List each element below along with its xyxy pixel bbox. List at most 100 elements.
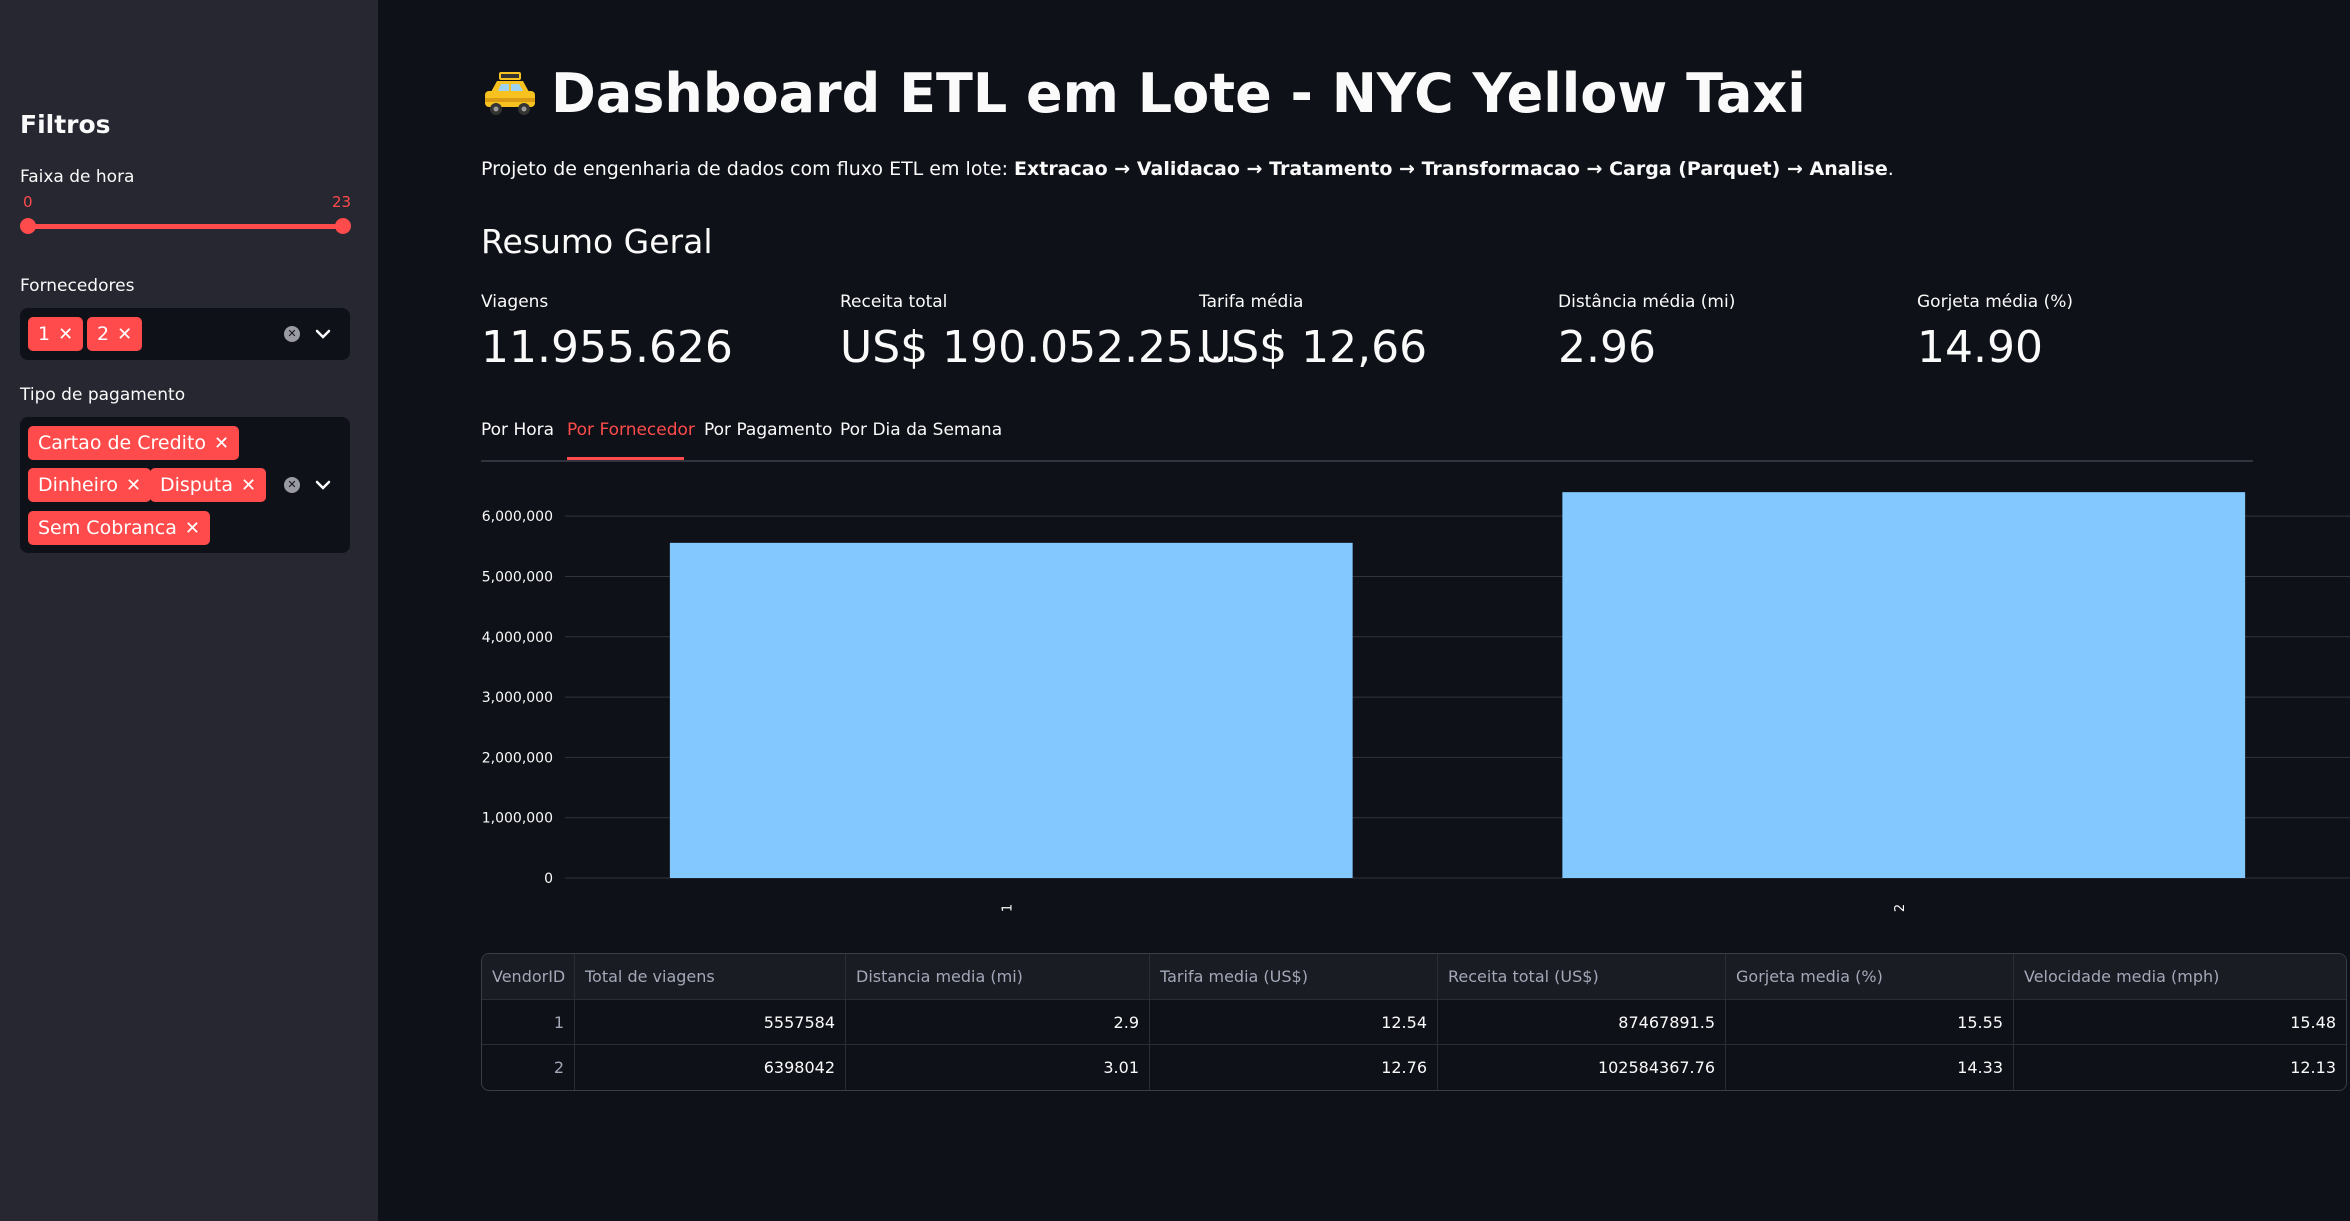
y-tick-label: 4,000,000 <box>482 630 553 646</box>
table-header-cell[interactable]: VendorID <box>492 967 566 986</box>
metric-value-distance: 2.96 <box>1558 322 1656 373</box>
y-tick-label: 0 <box>544 871 553 887</box>
page-title: Dashboard ETL em Lote - NYC Yellow Taxi <box>481 62 1806 125</box>
vendor-chip-label: 2 <box>97 323 110 345</box>
table-header-row: VendorID Total de viagens Distancia media … <box>482 954 2346 999</box>
pipeline-step: Carga (Parquet) <box>1609 158 1781 180</box>
table-header-cell[interactable]: Total de viagens <box>574 954 845 999</box>
table-row: 2 6398042 3.01 12.76 102584367.76 14.33 12.13 <box>482 1044 2346 1090</box>
table-row: 1 5557584 2.9 12.54 87467891.5 15.55 15.48 <box>482 999 2346 1045</box>
table-cell: 87467891.5 <box>1437 1000 1725 1045</box>
taxi-icon <box>485 71 535 115</box>
pipeline-step: Analise <box>1809 158 1888 180</box>
close-icon[interactable]: ✕ <box>117 324 133 345</box>
payment-chip[interactable]: Sem Cobranca ✕ <box>28 511 210 545</box>
metric-label-fare: Tarifa média <box>1199 292 1304 312</box>
vendor-chip[interactable]: 1 ✕ <box>28 317 84 351</box>
payment-chip[interactable]: Disputa ✕ <box>150 468 267 502</box>
metric-label-revenue: Receita total <box>840 292 948 312</box>
arrow-icon: → <box>1392 158 1422 180</box>
tab-por-pagamento[interactable]: Por Pagamento <box>704 420 833 440</box>
close-icon[interactable]: ✕ <box>241 475 257 496</box>
arrow-icon: → <box>1239 158 1270 180</box>
metric-value-trips: 11.955.626 <box>481 322 733 373</box>
table-cell: 15.48 <box>2013 1000 2346 1045</box>
table-cell: 3.01 <box>845 1045 1149 1090</box>
table-cell: 12.13 <box>2013 1045 2346 1090</box>
table-cell: 2.9 <box>845 1000 1149 1045</box>
table-cell: 5557584 <box>574 1000 845 1045</box>
tab-por-fornecedor[interactable]: Por Fornecedor <box>567 420 695 440</box>
hour-range-low-thumb[interactable] <box>20 218 36 234</box>
arrow-icon: → <box>1107 158 1137 180</box>
y-tick-label: 2,000,000 <box>482 750 553 766</box>
table-cell: 1 <box>553 1013 564 1032</box>
close-icon[interactable]: ✕ <box>214 433 230 454</box>
summary-title: Resumo Geral <box>481 222 713 261</box>
hour-range-max-value: 23 <box>332 193 352 211</box>
metric-value-revenue: US$ 190.052.25… <box>840 322 1239 373</box>
payment-chip[interactable]: Cartao de Credito ✕ <box>28 426 240 460</box>
x-tick-label: 2 <box>1893 904 1908 912</box>
table-header-cell[interactable]: Distancia media (mi) <box>845 954 1149 999</box>
hour-range-min-value: 0 <box>23 193 33 211</box>
metric-label-trips: Viagens <box>481 292 549 312</box>
pipeline-step: Tratamento <box>1269 158 1393 180</box>
clear-icon[interactable]: ✕ <box>284 477 300 493</box>
y-tick-label: 5,000,000 <box>482 569 553 585</box>
tab-por-hora[interactable]: Por Hora <box>481 420 555 440</box>
close-icon[interactable]: ✕ <box>58 324 74 345</box>
y-tick-label: 6,000,000 <box>482 509 553 525</box>
bar-vendor-2[interactable] <box>1562 492 2246 878</box>
payment-chip-label: Disputa <box>160 474 234 496</box>
table-cell: 102584367.76 <box>1437 1045 1725 1090</box>
table-header-cell[interactable]: Receita total (US$) <box>1437 954 1725 999</box>
vendor-chip-label: 1 <box>38 323 51 345</box>
x-tick-label: 1 <box>1000 904 1015 912</box>
table-cell: 6398042 <box>574 1045 845 1090</box>
page-title-text: Dashboard ETL em Lote - NYC Yellow Taxi <box>551 62 1806 125</box>
payment-multiselect[interactable]: Cartao de Credito ✕ Dinheiro ✕ Disputa ✕ Se… <box>20 417 350 553</box>
sidebar-title: Filtros <box>20 110 111 139</box>
payment-chip-label: Cartao de Credito <box>38 432 207 454</box>
arrow-icon: → <box>1579 158 1610 180</box>
table-cell: 2 <box>553 1058 564 1077</box>
active-tab-indicator <box>567 457 684 460</box>
table-cell: 12.76 <box>1149 1045 1437 1090</box>
chevron-down-icon[interactable] <box>312 323 334 345</box>
vendor-chip[interactable]: 2 ✕ <box>87 317 143 351</box>
vendor-trips-chart: 0 1,000,000 2,000,000 3,000,000 4,000,000 5,0… <box>482 492 2350 912</box>
page-subtitle: Projeto de engenharia de dados com fluxo… <box>481 158 1894 180</box>
chevron-down-icon[interactable] <box>312 474 334 496</box>
pipeline-step: Transformacao <box>1421 158 1580 180</box>
payment-chip-label: Sem Cobranca <box>38 517 177 539</box>
subtitle-suffix: . <box>1887 158 1894 180</box>
metric-value-fare: US$ 12,66 <box>1199 322 1428 373</box>
metric-label-tip: Gorjeta média (%) <box>1917 292 2074 312</box>
tab-por-dia-da-semana[interactable]: Por Dia da Semana <box>840 420 1003 440</box>
payment-label: Tipo de pagamento <box>20 385 186 405</box>
hour-range-slider[interactable] <box>27 224 343 229</box>
table-header-cell[interactable]: Tarifa media (US$) <box>1149 954 1437 999</box>
y-tick-label: 3,000,000 <box>482 690 553 706</box>
bar-vendor-1[interactable] <box>669 542 1353 878</box>
vendor-table: VendorID Total de viagens Distancia media … <box>481 953 2347 1091</box>
hour-range-label: Faixa de hora <box>20 167 135 187</box>
table-header-cell[interactable]: Gorjeta media (%) <box>1725 954 2013 999</box>
table-cell: 15.55 <box>1725 1000 2013 1045</box>
table-header-cell[interactable]: Velocidade media (mph) <box>2013 954 2346 999</box>
vendors-multiselect[interactable]: 1 ✕ 2 ✕ ✕ <box>20 308 350 360</box>
pipeline-step: Validacao <box>1136 158 1240 180</box>
y-tick-label: 1,000,000 <box>482 811 553 827</box>
arrow-icon: → <box>1780 158 1810 180</box>
hour-range-high-thumb[interactable] <box>335 218 351 234</box>
clear-icon[interactable]: ✕ <box>284 326 300 342</box>
payment-chip[interactable]: Dinheiro ✕ <box>28 468 152 502</box>
close-icon[interactable]: ✕ <box>184 518 200 539</box>
tab-bar: Por Hora Por Fornecedor Por Pagamento Po… <box>481 420 2253 462</box>
vendors-label: Fornecedores <box>20 276 135 296</box>
metric-label-distance: Distância média (mi) <box>1558 292 1736 312</box>
table-cell: 12.54 <box>1149 1000 1437 1045</box>
close-icon[interactable]: ✕ <box>125 475 142 496</box>
sidebar: Filtros Faixa de hora 0 23 Fornecedores … <box>0 0 378 1221</box>
